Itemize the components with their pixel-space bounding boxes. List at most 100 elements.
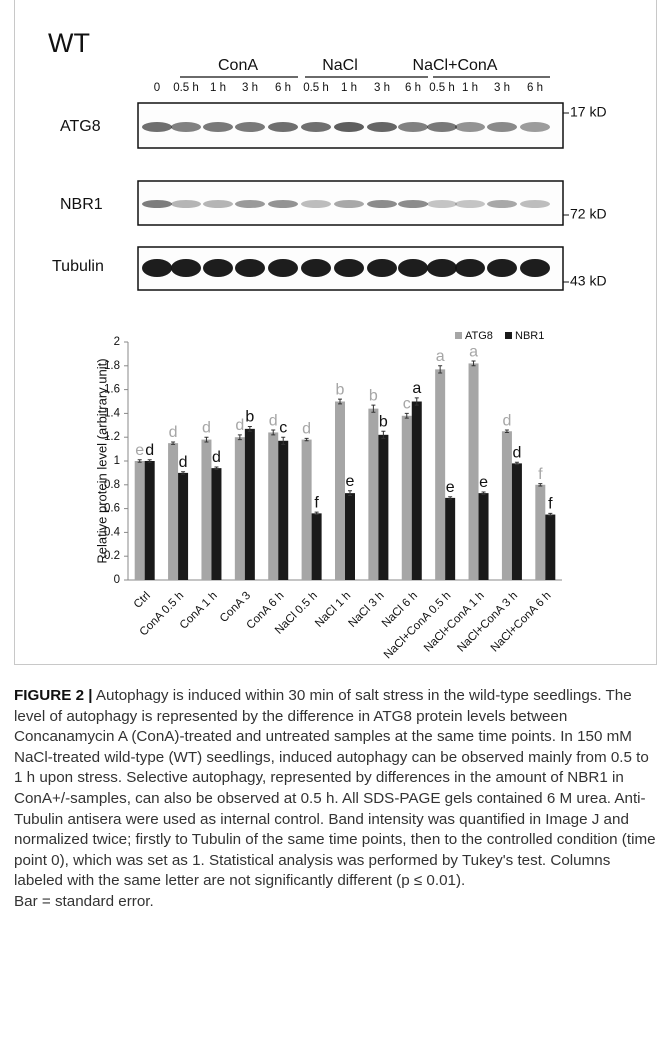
band [203,259,233,277]
band [427,200,457,208]
blot-frame [137,180,564,226]
band [334,122,364,132]
row-label: Tubulin [52,258,104,275]
band [520,259,550,277]
caption: FIGURE 2 | Autophagy is induced within 3… [14,686,656,913]
bar [535,484,546,580]
lane-label: 3 h [242,82,258,94]
band [455,259,485,277]
size-marker: 72 kD [570,206,607,222]
y-tick-label: 0.2 [104,550,120,562]
band [520,200,550,208]
significance-letter: e [479,474,488,491]
bar [244,428,255,580]
error-bar [481,491,486,495]
y-tick-label: 2 [114,336,120,348]
legend-swatch [455,332,462,339]
lane-label: 3 h [374,82,390,94]
y-tick-label: 1.6 [104,384,120,396]
band [398,122,428,132]
lane-label: 0.5 h [429,82,455,94]
significance-letter: d [302,421,311,438]
lane-label: 1 h [462,82,478,94]
error-bar [338,398,342,405]
y-tick-label: 0.4 [104,526,121,538]
y-axis-title: Relative protein level (arbitrary unit) [94,358,109,563]
significance-letter: e [446,479,455,496]
bar [368,408,379,580]
error-bar [471,360,476,367]
error-bar [404,412,409,419]
lane-label: 1 h [210,82,226,94]
y-tick-label: 1.2 [104,431,120,443]
error-bar [548,512,553,517]
y-tick-label: 0.8 [104,479,120,491]
y-tick-label: 1.4 [104,407,121,419]
lane-label: 0.5 h [303,82,329,94]
error-bar [281,436,286,445]
significance-letter: b [245,409,254,426]
error-bar [504,429,509,433]
error-bar [247,425,252,432]
error-bar [137,459,142,463]
significance-letter: c [279,419,287,436]
band [334,200,364,208]
significance-letter: c [403,396,411,413]
bar [234,437,245,580]
band [142,200,172,208]
band [235,200,265,208]
band [142,259,172,277]
band [268,122,298,132]
band [171,259,201,277]
bar [144,461,155,580]
genotype-label: WT [48,28,90,58]
significance-letter: b [369,387,378,404]
bar [211,468,222,580]
band [367,200,397,208]
band [427,259,457,277]
bar [268,432,279,580]
significance-letter: f [314,494,319,511]
band [268,259,298,277]
band [203,122,233,132]
band [487,259,517,277]
band [487,200,517,208]
lane-label: 3 h [494,82,510,94]
y-tick-label: 0 [114,574,120,586]
band [235,259,265,277]
error-bar [381,430,386,439]
error-bar [304,437,309,442]
band [427,122,457,132]
x-tick-label: NaCl+ConA 3 h [455,590,520,655]
legend-swatch [505,332,512,339]
significance-letter: a [412,380,421,397]
significance-letter: f [548,496,553,513]
significance-letter: e [346,473,355,490]
x-tick-label: NaCl 1 h [313,590,353,630]
band [301,200,331,208]
error-bar [348,490,352,497]
band [367,122,397,132]
bar [311,513,322,580]
bar [335,401,345,580]
lane-label: 0.5 h [173,82,199,94]
band [301,259,331,277]
lane-label: 6 h [527,82,543,94]
bar [478,493,489,580]
significance-letter: d [212,449,221,466]
significance-letter: b [336,381,345,398]
significance-letter: d [202,419,211,436]
bar [445,497,456,580]
lane-label: 0 [154,82,160,94]
x-tick-label: NaCl 3 h [347,590,387,630]
row-label: NBR1 [60,196,103,213]
y-tick-label: 1 [114,455,120,467]
lane-label: 6 h [275,82,291,94]
x-tick-label: NaCl+ConA 1 h [422,590,487,655]
band [235,122,265,132]
band [171,200,201,208]
bar [134,461,145,580]
bar [378,434,389,580]
error-bar [371,404,376,413]
caption-note: Bar = standard error. [14,892,154,910]
